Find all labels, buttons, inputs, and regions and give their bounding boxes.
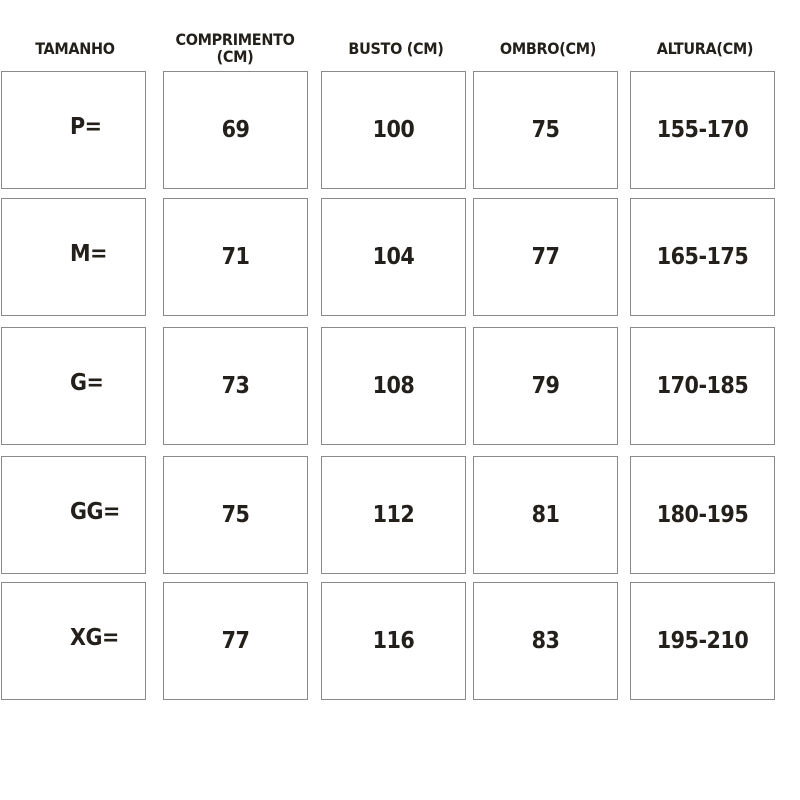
measurement-cell: 180-195 [630, 456, 775, 574]
column-header: TAMANHO [35, 38, 115, 58]
size-label-cell: P= [1, 71, 146, 189]
column-header: BUSTO (CM) [348, 38, 444, 58]
measurement-cell: 112 [321, 456, 466, 574]
measurement-cell: 116 [321, 582, 466, 700]
measurement-cell: 77 [473, 198, 618, 316]
measurement-cell: 170-185 [630, 327, 775, 445]
measurement-cell: 79 [473, 327, 618, 445]
size-label-cell: M= [1, 198, 146, 316]
size-label-cell: XG= [1, 582, 146, 700]
size-label-cell: G= [1, 327, 146, 445]
measurement-cell: 77 [163, 582, 308, 700]
measurement-cell: 81 [473, 456, 618, 574]
measurement-cell: 71 [163, 198, 308, 316]
measurement-cell: 75 [473, 71, 618, 189]
measurement-cell: 69 [163, 71, 308, 189]
column-header: OMBRO(CM) [499, 38, 597, 58]
size-label-cell: GG= [1, 456, 146, 574]
measurement-cell: 75 [163, 456, 308, 574]
measurement-cell: 155-170 [630, 71, 775, 189]
measurement-cell: 165-175 [630, 198, 775, 316]
measurement-cell: 100 [321, 71, 466, 189]
column-header: COMPRIMENTO (CM) [175, 30, 295, 66]
column-header: ALTURA(CM) [656, 38, 754, 58]
measurement-cell: 104 [321, 198, 466, 316]
measurement-cell: 108 [321, 327, 466, 445]
measurement-cell: 195-210 [630, 582, 775, 700]
measurement-cell: 73 [163, 327, 308, 445]
measurement-cell: 83 [473, 582, 618, 700]
